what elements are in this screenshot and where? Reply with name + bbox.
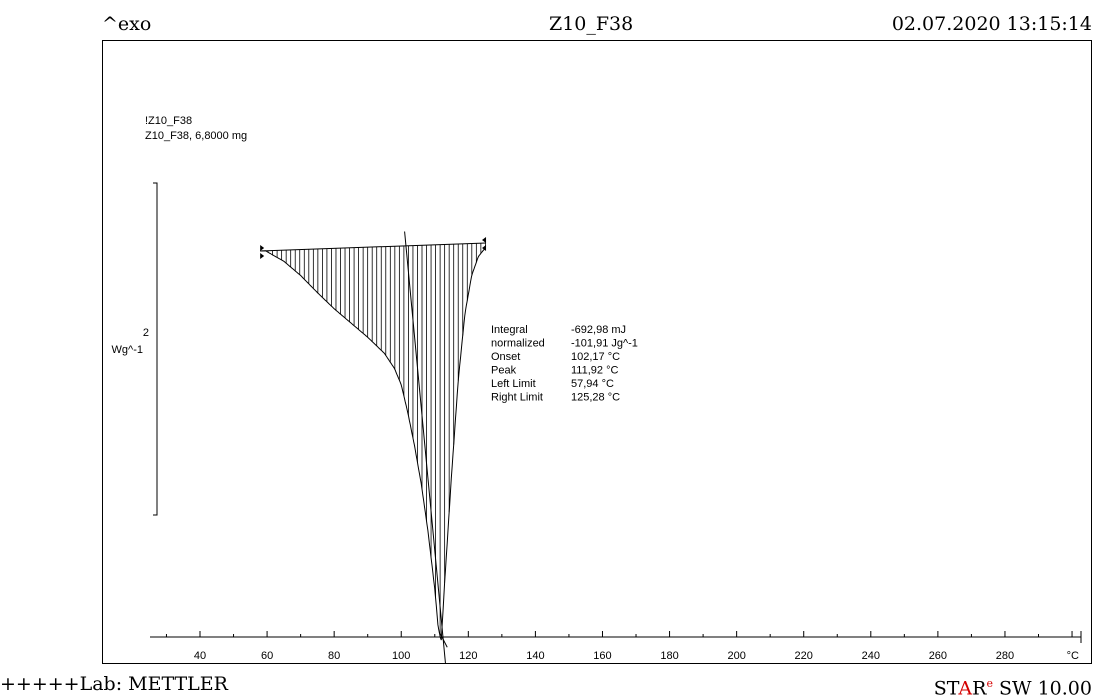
plot-frame: 40 60 80 100 120 140 160 180 200 220 240 260 280 !Z1… bbox=[102, 40, 1092, 664]
result-label: Left Limit bbox=[491, 378, 536, 390]
exo-indicator: ^exo bbox=[102, 13, 152, 35]
result-label: Right Limit bbox=[491, 392, 543, 404]
limit-marker bbox=[482, 237, 487, 243]
result-value: -101,91 Jg^-1 bbox=[571, 338, 638, 350]
x-tick-label: 260 bbox=[929, 650, 947, 662]
star-r: R bbox=[972, 677, 987, 700]
plot-labels: !Z10_F38 Z10_F38, 6,8000 mg 2 Wg^-1 °C bbox=[112, 115, 1080, 662]
timestamp: 02.07.2020 13:15:14 bbox=[891, 13, 1092, 35]
x-tick-label: 80 bbox=[328, 650, 340, 662]
x-tick-label: 100 bbox=[392, 650, 410, 662]
result-label: Onset bbox=[491, 351, 520, 363]
limit-marker bbox=[482, 245, 487, 251]
scale-bar-value: 2 bbox=[143, 327, 149, 339]
result-value: 125,28 °C bbox=[571, 392, 620, 404]
dsc-curve bbox=[260, 247, 487, 641]
result-value: 57,94 °C bbox=[571, 378, 614, 390]
star-a: A bbox=[958, 677, 973, 700]
curve-title: Z10_F38 bbox=[549, 13, 634, 35]
result-value: 111,92 °C bbox=[571, 365, 618, 377]
star-e-superscript: e bbox=[986, 677, 993, 690]
scale-bar-unit: Wg^-1 bbox=[112, 344, 143, 356]
result-value: -692,98 mJ bbox=[571, 324, 626, 336]
software-version-number: SW 10.00 bbox=[992, 677, 1092, 700]
lab-label: +++++Lab: METTLER bbox=[0, 673, 228, 695]
x-tick-label: 200 bbox=[727, 650, 745, 662]
result-value: 102,17 °C bbox=[571, 351, 620, 363]
result-label: normalized bbox=[491, 338, 545, 350]
peak-mark bbox=[438, 631, 448, 648]
x-tick-label: 280 bbox=[996, 650, 1014, 662]
dsc-plot: 40 60 80 100 120 140 160 180 200 220 240 260 280 !Z1… bbox=[112, 115, 1082, 663]
onset-tangent bbox=[404, 231, 446, 663]
limit-marker bbox=[260, 253, 265, 259]
curves bbox=[260, 231, 487, 663]
x-tick-label: 140 bbox=[526, 650, 544, 662]
result-label: Integral bbox=[491, 324, 528, 336]
sample-curve-name: !Z10_F38 bbox=[145, 115, 192, 127]
x-tick-label: 160 bbox=[593, 650, 611, 662]
results-table: Integral -692,98 mJ normalized -101,91 Jg^… bbox=[491, 324, 638, 404]
x-tick-label: 60 bbox=[261, 650, 273, 662]
x-axis bbox=[150, 631, 1082, 643]
baseline-line bbox=[260, 242, 487, 252]
result-label: Peak bbox=[491, 365, 517, 377]
x-tick-label: 240 bbox=[862, 650, 880, 662]
x-tick-label: 120 bbox=[459, 650, 477, 662]
sample-description: Z10_F38, 6,8000 mg bbox=[145, 130, 247, 142]
limit-marker bbox=[260, 245, 265, 251]
scale-bar bbox=[153, 182, 158, 516]
x-tick-label: 40 bbox=[194, 650, 206, 662]
software-version: STARe SW 10.00 bbox=[934, 672, 1092, 700]
integral-hatching bbox=[267, 243, 486, 637]
x-tick-label: 180 bbox=[660, 650, 678, 662]
scale-bar-bracket bbox=[153, 182, 158, 516]
x-axis-unit: °C bbox=[1067, 650, 1079, 662]
x-tick-label: 220 bbox=[795, 650, 813, 662]
x-ticks: 40 60 80 100 120 140 160 180 200 220 240 260 280 bbox=[165, 631, 1073, 662]
star-st: ST bbox=[933, 677, 959, 700]
